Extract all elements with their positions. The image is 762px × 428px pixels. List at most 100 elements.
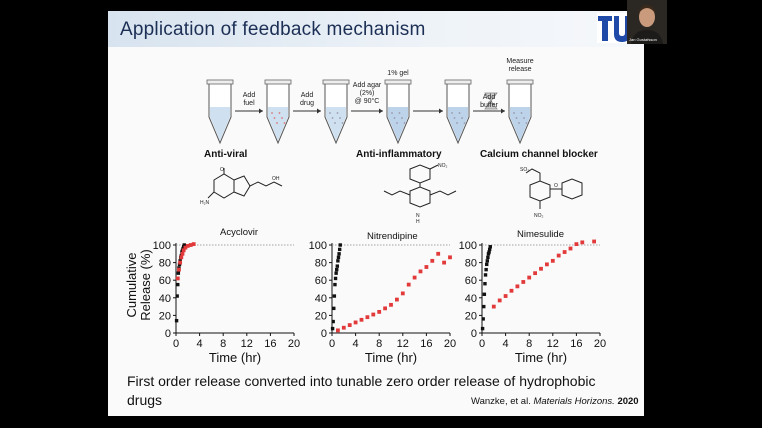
particle <box>523 117 525 119</box>
particle <box>271 112 273 114</box>
x-tick-label: 0 <box>479 338 485 350</box>
x-tick-label: 0 <box>329 338 335 350</box>
data-point <box>377 309 382 314</box>
x-axis-title: Time (hr) <box>209 350 261 365</box>
particle <box>396 122 398 124</box>
svg-text:O: O <box>554 183 558 189</box>
particle <box>520 112 523 114</box>
svg-text:NO₂: NO₂ <box>534 213 544 219</box>
data-point <box>503 294 508 298</box>
tube-6 <box>506 79 534 145</box>
title-bar: Application of feedback mechanism <box>108 11 644 47</box>
nimesulide-structure: NO₂ SO₂ O <box>520 167 583 219</box>
tube-rim <box>384 79 412 85</box>
slide: Application of feedback mechanism Add fue… <box>108 11 644 416</box>
svg-text:OH: OH <box>272 176 280 182</box>
data-point <box>183 245 188 250</box>
y-tick-label: 80 <box>315 258 327 270</box>
particle <box>518 122 520 124</box>
data-point <box>556 253 561 258</box>
drug-class-calcium-channel: Calcium channel blocker <box>480 149 598 160</box>
data-point <box>481 317 485 321</box>
data-point <box>336 328 340 333</box>
process-step-label: Add <box>483 94 496 101</box>
x-tick-label: 16 <box>570 338 582 350</box>
y-tick-label: 40 <box>315 293 327 305</box>
particle <box>341 122 344 124</box>
drug-class-antiinflammatory: Anti-inflammatory <box>356 149 442 160</box>
data-point <box>389 302 393 307</box>
data-point <box>185 243 190 248</box>
svg-text:N: N <box>416 213 420 219</box>
tube-liquid <box>210 107 230 141</box>
citation-authors: Wanzke, et al. <box>471 396 531 407</box>
data-point <box>371 312 376 317</box>
process-step-label: 1% gel <box>387 70 409 77</box>
x-axis-title: Time (hr) <box>365 350 417 365</box>
data-point <box>188 243 193 247</box>
series-1 <box>480 245 492 331</box>
data-point <box>406 282 411 287</box>
y-tick-label: 80 <box>159 258 171 270</box>
process-arrowhead <box>259 108 263 114</box>
chart-3: 0 20 40 60 80 100 0 4 8 12 16 20 Time (hr) <box>459 239 606 365</box>
series-1 <box>174 243 186 323</box>
data-point <box>488 245 492 249</box>
data-point <box>176 282 180 287</box>
data-point <box>545 262 549 267</box>
x-tick-label: 12 <box>397 338 409 350</box>
particle <box>393 117 396 119</box>
x-tick-label: 4 <box>503 338 509 350</box>
x-axis-title: Time (hr) <box>515 350 567 365</box>
process-step-label: (2%) <box>360 90 375 97</box>
data-point <box>336 255 341 260</box>
particle <box>273 117 276 119</box>
summary-text: First order release converted into tunab… <box>127 373 596 408</box>
data-point <box>562 250 567 254</box>
data-point <box>550 258 555 263</box>
tube-rim <box>264 79 292 85</box>
tube-rim <box>206 79 234 85</box>
tube-rim <box>506 79 534 85</box>
data-point <box>179 253 184 258</box>
citation-year: 2020 <box>617 396 639 407</box>
x-tick-label: 8 <box>526 338 532 350</box>
data-point <box>521 280 526 284</box>
y-tick-label: 60 <box>315 275 327 287</box>
particle <box>401 117 403 119</box>
hourglass-shape <box>484 92 498 110</box>
y-tick-label: 60 <box>159 275 171 287</box>
y-tick-label: 20 <box>465 310 477 322</box>
particle <box>453 117 456 119</box>
tube-3 <box>322 79 350 145</box>
data-point <box>574 242 579 247</box>
y-tick-label: 20 <box>159 310 171 322</box>
data-point <box>331 319 335 324</box>
data-point <box>182 243 186 247</box>
data-point <box>337 247 342 252</box>
svg-text:SO₂: SO₂ <box>520 167 529 173</box>
particle <box>276 122 278 124</box>
data-point <box>337 252 341 256</box>
data-point <box>180 250 184 254</box>
webcam-thumbnail: Jan Gustafsson <box>627 0 667 44</box>
data-point <box>448 255 452 260</box>
data-point <box>424 265 429 269</box>
data-point <box>412 275 417 280</box>
particle <box>398 112 401 114</box>
particle <box>283 122 286 124</box>
data-point <box>430 258 435 263</box>
y-tick-label: 100 <box>459 240 477 252</box>
drug-name-nimesulide: Nimesulide <box>517 229 564 240</box>
data-point <box>332 306 336 311</box>
tube-rim <box>444 79 472 85</box>
drug-name-acyclovir: Acyclovir <box>220 227 259 238</box>
y-axis-title-line2: Release (%) <box>138 249 153 321</box>
particle <box>336 112 339 114</box>
tu-logo <box>597 13 630 43</box>
svg-text:H₂N: H₂N <box>200 200 210 206</box>
data-point <box>568 246 573 251</box>
y-tick-label: 80 <box>465 258 477 270</box>
data-point <box>178 260 183 265</box>
x-tick-label: 20 <box>288 338 300 350</box>
